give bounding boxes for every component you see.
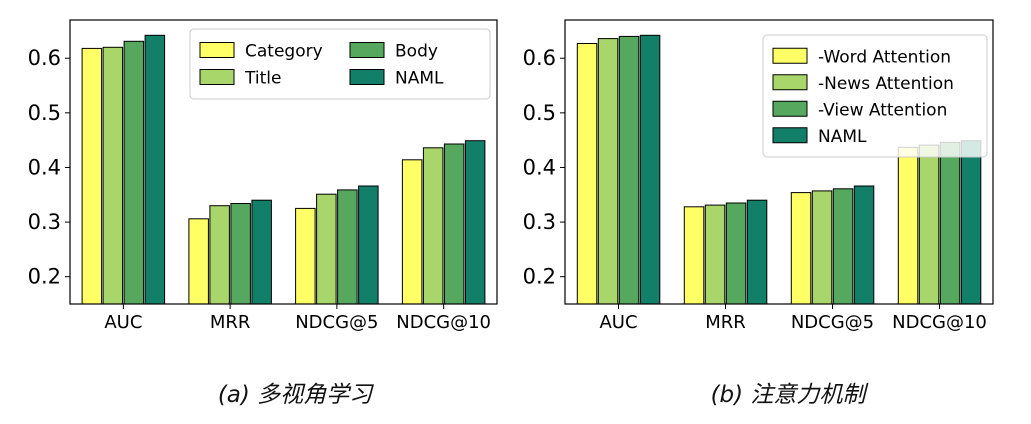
y-tick-label-0-5: 0.5 (28, 101, 61, 125)
legend-frame (762, 34, 988, 158)
bar-b-naml-mrr (746, 199, 768, 305)
legend-swatch-word-attention (772, 47, 808, 64)
axes-frame-b (564, 19, 994, 305)
y-tick-label-0-2: 0.2 (28, 265, 61, 289)
bar-a-title-mrr (209, 205, 230, 305)
bar-a-naml-auc (144, 34, 166, 305)
bar-b-view-attention-ndcg-5 (832, 188, 854, 305)
y-tick-label-0-6: 0.6 (523, 46, 556, 70)
bar-a-naml-mrr (251, 199, 272, 305)
legend-swatch-news-attention (772, 74, 808, 91)
y-tick-label-0-4: 0.4 (28, 155, 61, 179)
legend-swatch-naml (772, 127, 808, 144)
legend-frame (189, 28, 491, 100)
chart-b: AUC MRR NDCG@5 NDCG@10 0.2 0.3 0.4 0.5 0.6 -Word … (523, 19, 994, 333)
x-tick-label-mrr: MRR (210, 312, 251, 333)
bar-b-word-attention-mrr (683, 206, 705, 305)
bar-a-title-auc (102, 46, 124, 305)
y-tick-label-0-3: 0.3 (523, 210, 556, 234)
caption-a: (a) 多视角学习 (218, 382, 374, 408)
legend-label-view-attention: -View Attention (818, 100, 947, 120)
legend-b: -Word Attention -News Attention -View Atte… (762, 34, 988, 158)
bar-a-category-ndcg-10 (401, 159, 423, 305)
bar-b-naml-ndcg-10 (960, 140, 982, 305)
legend-label-category: Category (245, 42, 323, 62)
legend-label-body: Body (395, 42, 438, 62)
legend-label-title: Title (244, 69, 281, 89)
y-tick-label-0-4: 0.4 (523, 155, 556, 179)
y-tick-label-0-3: 0.3 (28, 210, 61, 234)
bar-b-news-attention-ndcg-10 (918, 144, 940, 305)
chart-a: AUC MRR NDCG@5 NDCG@10 0.2 0.3 0.4 0.5 0.6 Catego… (28, 19, 498, 333)
caption-b: (b) 注意力机制 (711, 382, 870, 408)
bar-a-body-mrr (230, 203, 251, 305)
y-tick-label-0-6: 0.6 (28, 46, 61, 70)
legend-label-news-attention: -News Attention (818, 74, 954, 94)
x-tick-label-ndcg-5: NDCG@5 (295, 312, 378, 333)
legend-a: Category Title Body NAML (189, 28, 491, 100)
bar-a-body-ndcg-10 (443, 143, 465, 305)
bar-b-view-attention-auc (618, 35, 640, 305)
legend-label-word-attention: -Word Attention (818, 47, 951, 67)
x-tick-label-auc: AUC (104, 312, 142, 333)
legend-swatch-category (199, 42, 235, 58)
bar-b-word-attention-ndcg-5 (790, 192, 812, 305)
x-tick-label-ndcg-5: NDCG@5 (791, 312, 874, 333)
legend-swatch-view-attention (772, 100, 808, 117)
bar-b-word-attention-ndcg-10 (897, 146, 919, 305)
bar-a-naml-ndcg-10 (464, 140, 486, 305)
x-tick-label-mrr: MRR (705, 312, 746, 333)
bar-b-news-attention-mrr (704, 204, 726, 305)
y-tick-label-0-2: 0.2 (523, 265, 556, 289)
legend-swatch-title (199, 69, 235, 85)
bar-a-body-ndcg-5 (337, 189, 358, 305)
x-tick-label-auc: AUC (599, 312, 637, 333)
x-tick-label-ndcg-10: NDCG@10 (892, 312, 987, 333)
legend-swatch-naml (349, 69, 385, 85)
bar-a-title-ndcg-5 (316, 193, 337, 305)
bar-a-category-mrr (188, 218, 209, 305)
x-tick-label-ndcg-10: NDCG@10 (396, 312, 491, 333)
bar-b-naml-ndcg-5 (853, 185, 875, 305)
y-tick-label-0-5: 0.5 (523, 101, 556, 125)
bar-a-title-ndcg-10 (422, 147, 444, 305)
bar-a-category-ndcg-5 (295, 207, 316, 305)
bar-b-news-attention-auc (597, 38, 619, 305)
bar-b-naml-auc (639, 34, 661, 305)
bar-b-word-attention-auc (576, 43, 598, 305)
legend-swatch-body (349, 42, 385, 58)
bar-a-body-auc (123, 40, 145, 305)
bar-b-view-attention-mrr (725, 202, 747, 305)
axes-frame-a (69, 19, 498, 305)
bar-a-naml-ndcg-5 (358, 185, 379, 305)
legend-label-naml: NAML (818, 127, 867, 147)
bar-b-news-attention-ndcg-5 (811, 190, 833, 305)
bar-a-category-auc (81, 47, 103, 305)
legend-label-naml: NAML (395, 69, 444, 89)
bar-b-view-attention-ndcg-10 (939, 141, 961, 305)
